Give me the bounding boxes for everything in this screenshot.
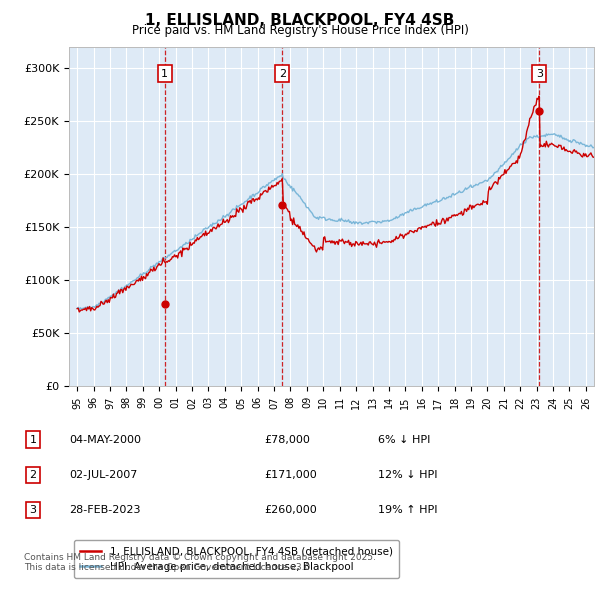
Text: 12% ↓ HPI: 12% ↓ HPI	[378, 470, 437, 480]
Text: £78,000: £78,000	[264, 435, 310, 444]
Text: £171,000: £171,000	[264, 470, 317, 480]
Text: 1: 1	[29, 435, 37, 444]
Legend: 1, ELLISLAND, BLACKPOOL, FY4 4SB (detached house), HPI: Average price, detached : 1, ELLISLAND, BLACKPOOL, FY4 4SB (detach…	[74, 540, 399, 578]
Bar	[69, 47, 165, 386]
Text: 04-MAY-2000: 04-MAY-2000	[69, 435, 141, 444]
Text: £260,000: £260,000	[264, 506, 317, 515]
Text: 1: 1	[161, 68, 169, 78]
Text: 02-JUL-2007: 02-JUL-2007	[69, 470, 137, 480]
Text: 28-FEB-2023: 28-FEB-2023	[69, 506, 140, 515]
Text: 6% ↓ HPI: 6% ↓ HPI	[378, 435, 430, 444]
Text: 19% ↑ HPI: 19% ↑ HPI	[378, 506, 437, 515]
Text: 1, ELLISLAND, BLACKPOOL, FY4 4SB: 1, ELLISLAND, BLACKPOOL, FY4 4SB	[145, 13, 455, 28]
Text: 3: 3	[536, 68, 543, 78]
Text: This data is licensed under the Open Government Licence v3.0.: This data is licensed under the Open Gov…	[24, 563, 313, 572]
Text: 2: 2	[279, 68, 286, 78]
Text: Contains HM Land Registry data © Crown copyright and database right 2025.: Contains HM Land Registry data © Crown c…	[24, 553, 376, 562]
Bar	[165, 47, 282, 386]
Text: Price paid vs. HM Land Registry's House Price Index (HPI): Price paid vs. HM Land Registry's House …	[131, 24, 469, 37]
Bar	[539, 47, 594, 386]
Text: 2: 2	[29, 470, 37, 480]
Bar	[282, 47, 539, 386]
Text: 3: 3	[29, 506, 37, 515]
